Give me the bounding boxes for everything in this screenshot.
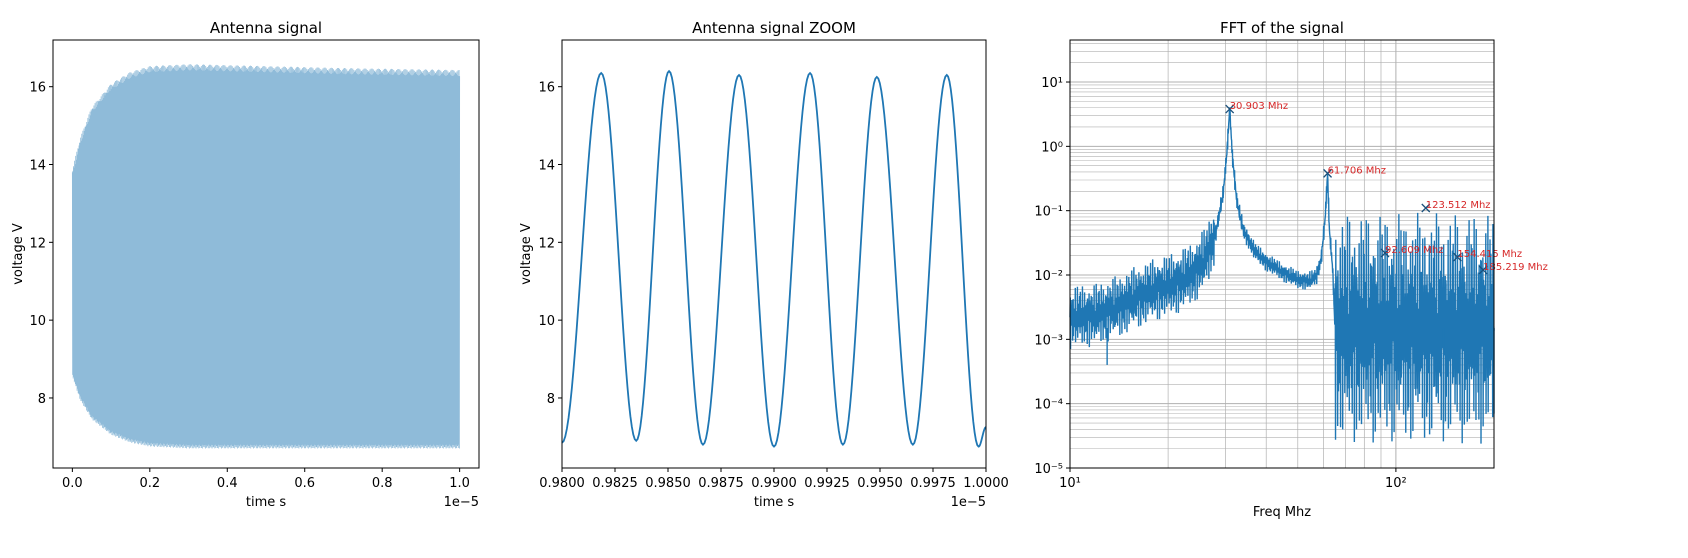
x-axis-label: time s (754, 495, 795, 510)
y-tick-label: 14 (29, 159, 46, 174)
x-tick-label: 0.8 (372, 476, 393, 491)
y-tick-label: 10⁻⁵ (1034, 462, 1063, 477)
y-tick-label: 10⁻¹ (1034, 205, 1063, 220)
panel-fft: FFT of the signal 30.903 Mhz 61.706 Mhz 92… (1034, 19, 1548, 520)
y-tick-label: 10⁰ (1041, 140, 1063, 155)
x-offset-label: 1e−5 (951, 495, 986, 510)
axes-frame (1069, 39, 1495, 469)
peak-marker (1380, 248, 1390, 258)
x-axis-ticks: 10¹ 10² (1059, 468, 1407, 491)
axes-frame (52, 39, 480, 469)
peak-label: 123.512 Mhz (1426, 200, 1491, 211)
x-axis-label: time s (246, 495, 287, 510)
x-axis-ticks: 0.9800 0.9825 0.9850 0.9875 0.9900 0.9925 0.99… (539, 468, 1009, 491)
spectrum-line (1069, 107, 1495, 444)
series-line (71, 64, 461, 449)
y-axis-ticks: 8 10 12 14 16 (29, 81, 53, 407)
y-tick-label: 10⁻³ (1034, 333, 1063, 348)
x-tick-label: 0.9825 (592, 476, 638, 491)
series-line (561, 69, 987, 448)
y-axis-label: voltage V (519, 223, 534, 285)
y-axis-label: voltage V (11, 223, 26, 285)
x-axis-label: Freq Mhz (1253, 505, 1311, 520)
x-offset-label: 1e−5 (444, 495, 479, 510)
x-tick-label: 0.6 (294, 476, 315, 491)
peak-marker (1421, 203, 1431, 213)
peak-label: 185.219 Mhz (1483, 262, 1548, 273)
x-tick-label: 10¹ (1059, 476, 1081, 491)
chart-title: Antenna signal (210, 19, 322, 37)
x-tick-label: 0.2 (139, 476, 160, 491)
chart-title: FFT of the signal (1220, 19, 1344, 37)
peak-label: 92.609 Mhz (1385, 245, 1443, 256)
x-tick-label: 0.4 (217, 476, 238, 491)
y-tick-label: 8 (547, 392, 555, 407)
x-tick-label: 0.9950 (857, 476, 903, 491)
x-tick-label: 1.0000 (963, 476, 1009, 491)
peak-label: 30.903 Mhz (1230, 101, 1288, 112)
peak-marker (1452, 252, 1462, 262)
y-tick-label: 10¹ (1041, 76, 1063, 91)
peak-label: 154.415 Mhz (1457, 249, 1522, 260)
x-tick-label: 10² (1385, 476, 1407, 491)
y-tick-label: 10⁻² (1034, 269, 1063, 284)
x-tick-label: 0.9800 (539, 476, 585, 491)
y-tick-label: 16 (29, 81, 46, 96)
y-axis-ticks: 10⁻⁵ 10⁻⁴ 10⁻³ 10⁻² 10⁻¹ 10⁰ 10¹ (1034, 76, 1070, 477)
y-tick-label: 12 (29, 236, 46, 251)
x-tick-label: 1.0 (449, 476, 470, 491)
x-tick-label: 0.0 (62, 476, 83, 491)
panel-antenna-signal: Antenna signal 0.0 0.2 0.4 0.6 0.8 1.0 8 10 12 1… (11, 19, 480, 510)
x-tick-label: 0.9875 (698, 476, 744, 491)
y-axis-ticks: 8 10 12 14 16 (538, 81, 562, 407)
plot-area (561, 69, 987, 448)
y-tick-label: 8 (38, 392, 46, 407)
peak-markers: 30.903 Mhz 61.706 Mhz 92.609 Mhz 123.512 Mh… (1225, 101, 1548, 275)
peak-label: 61.706 Mhz (1328, 165, 1386, 176)
x-tick-label: 0.9900 (751, 476, 797, 491)
y-tick-label: 12 (538, 236, 555, 251)
y-tick-label: 10 (538, 314, 555, 329)
axes-frame (561, 39, 987, 469)
peak-marker (1225, 104, 1235, 114)
x-axis-ticks: 0.0 0.2 0.4 0.6 0.8 1.0 (62, 468, 470, 491)
x-tick-label: 0.9850 (645, 476, 691, 491)
y-tick-label: 10⁻⁴ (1034, 398, 1063, 413)
peak-marker (1478, 265, 1488, 275)
peak-marker (1323, 168, 1333, 178)
y-tick-label: 14 (538, 159, 555, 174)
x-tick-label: 0.9925 (804, 476, 850, 491)
panel-antenna-signal-zoom: Antenna signal ZOOM 0.9800 0.9825 0.9850 0.… (519, 19, 1009, 510)
plot-area (71, 64, 461, 449)
y-tick-label: 16 (538, 81, 555, 96)
y-tick-label: 10 (29, 314, 46, 329)
x-tick-label: 0.9975 (910, 476, 956, 491)
chart-title: Antenna signal ZOOM (692, 19, 856, 37)
